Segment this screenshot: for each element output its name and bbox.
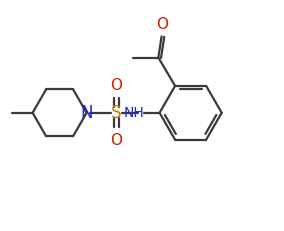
Text: S: S [111,104,122,122]
Text: O: O [110,78,122,93]
Text: O: O [156,17,168,32]
Text: NH: NH [124,106,144,120]
Text: N: N [80,104,93,122]
Text: O: O [110,133,122,148]
